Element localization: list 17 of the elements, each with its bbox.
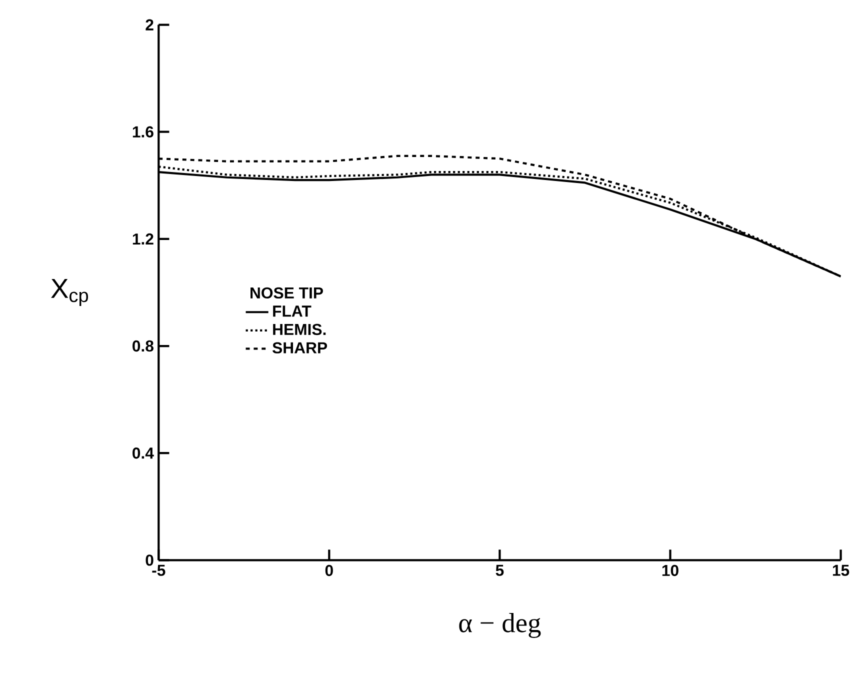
y-axis-title: X$_{cp}$ bbox=[51, 278, 88, 306]
x-tick-label: 0 bbox=[325, 564, 333, 576]
legend-label: HEMIS. bbox=[273, 324, 326, 336]
x-tick-label: 5 bbox=[496, 564, 504, 576]
y-tick-label: 0 bbox=[146, 554, 154, 566]
y-tick-label: 1.2 bbox=[132, 233, 154, 244]
legend-label: SHARP bbox=[272, 342, 328, 354]
y-tick-label: 2 bbox=[146, 19, 154, 30]
y-tick-label: 0.8 bbox=[132, 340, 154, 352]
x-tick-label: 15 bbox=[832, 564, 850, 576]
y-tick-label: 0.4 bbox=[132, 447, 154, 459]
x-axis-title: α − deg bbox=[459, 612, 541, 638]
x-tick-label: -5 bbox=[152, 564, 166, 576]
y-tick-label: 1.6 bbox=[132, 126, 154, 138]
legend-label: FLAT bbox=[273, 306, 312, 317]
x-tick-label: 10 bbox=[662, 564, 678, 576]
legend-title: NOSE TIP bbox=[250, 287, 323, 298]
